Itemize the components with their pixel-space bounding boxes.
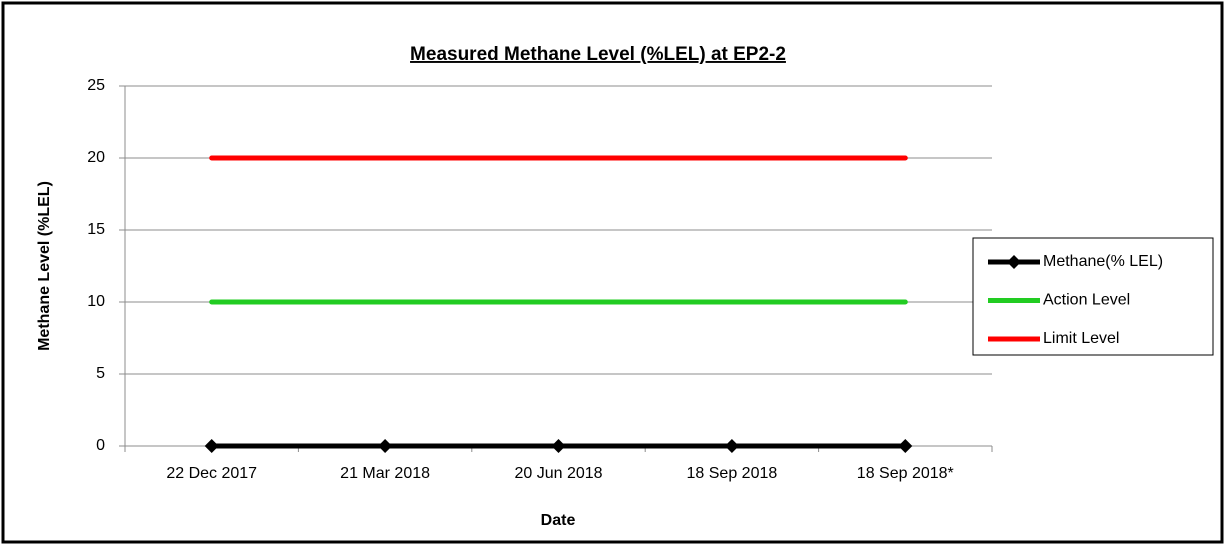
y-tick-label: 20 [87,149,105,166]
y-tick-label: 25 [87,77,105,94]
x-tick-label: 18 Sep 2018 [687,465,778,482]
legend-label: Methane(% LEL) [1043,253,1163,270]
legend-box [972,237,1214,356]
data-point [551,439,566,453]
y-tick-label: 0 [96,437,105,454]
data-point [724,439,739,453]
x-tick-label: 18 Sep 2018* [857,465,954,482]
legend-marker [1007,255,1021,269]
x-axis-label: Date [541,512,576,529]
y-tick-label: 10 [87,293,105,310]
data-point [204,439,219,453]
legend-label: Action Level [1043,292,1130,309]
y-tick-label: 5 [96,365,105,382]
x-tick-label: 21 Mar 2018 [340,465,430,482]
legend-label: Limit Level [1043,330,1119,347]
chart-title: Measured Methane Level (%LEL) at EP2-2 [410,44,786,65]
data-point [898,439,913,453]
data-point [378,439,393,453]
x-tick-label: 22 Dec 2017 [166,465,257,482]
y-tick-label: 15 [87,221,105,238]
y-axis-label: Methane Level (%LEL) [36,181,53,351]
x-tick-label: 20 Jun 2018 [514,465,602,482]
